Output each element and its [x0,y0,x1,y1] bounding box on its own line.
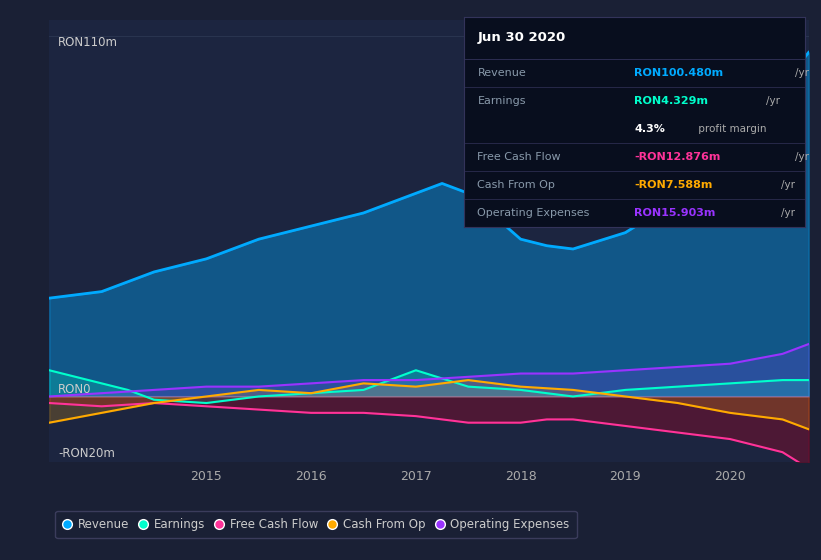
Text: Earnings: Earnings [478,96,526,106]
Text: RON4.329m: RON4.329m [635,96,709,106]
Text: Cash From Op: Cash From Op [478,180,555,190]
Text: Jun 30 2020: Jun 30 2020 [478,31,566,44]
Legend: Revenue, Earnings, Free Cash Flow, Cash From Op, Operating Expenses: Revenue, Earnings, Free Cash Flow, Cash … [55,511,576,538]
Text: -RON12.876m: -RON12.876m [635,152,721,162]
Text: -RON20m: -RON20m [58,447,115,460]
Text: /yr: /yr [767,96,781,106]
Text: /yr: /yr [781,180,795,190]
Text: RON100.480m: RON100.480m [635,68,723,78]
Text: Revenue: Revenue [478,68,526,78]
Text: -RON7.588m: -RON7.588m [635,180,713,190]
Text: RON110m: RON110m [58,36,118,49]
Text: /yr: /yr [781,208,795,218]
Text: profit margin: profit margin [695,124,766,134]
Text: RON15.903m: RON15.903m [635,208,716,218]
Text: Free Cash Flow: Free Cash Flow [478,152,561,162]
Text: 4.3%: 4.3% [635,124,665,134]
Text: Operating Expenses: Operating Expenses [478,208,589,218]
Text: /yr: /yr [795,152,809,162]
Text: /yr: /yr [795,68,809,78]
Text: RON0: RON0 [58,384,92,396]
